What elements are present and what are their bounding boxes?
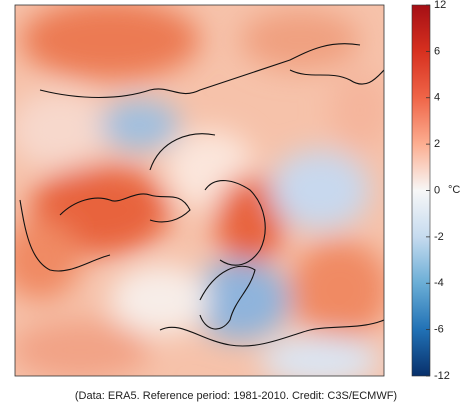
colorbar-tick-label: 0 xyxy=(434,184,440,196)
colorbar-tick-label: 12 xyxy=(434,0,446,11)
map-frame xyxy=(14,4,385,377)
colorbar-tick-label: 4 xyxy=(434,92,440,104)
colorbar-tick-label: -2 xyxy=(434,231,444,243)
temperature-map xyxy=(15,5,384,376)
colorbar-tick-label: 6 xyxy=(434,45,440,57)
colorbar-tick-label: -12 xyxy=(434,370,450,382)
colorbar-tick-label: -6 xyxy=(434,324,444,336)
caption: (Data: ERA5. Reference period: 1981-2010… xyxy=(75,390,397,402)
colorbar-tick-label: -4 xyxy=(434,277,444,289)
colorbar-tick-label: 2 xyxy=(434,138,440,150)
colorbar-unit: °C xyxy=(448,184,460,196)
